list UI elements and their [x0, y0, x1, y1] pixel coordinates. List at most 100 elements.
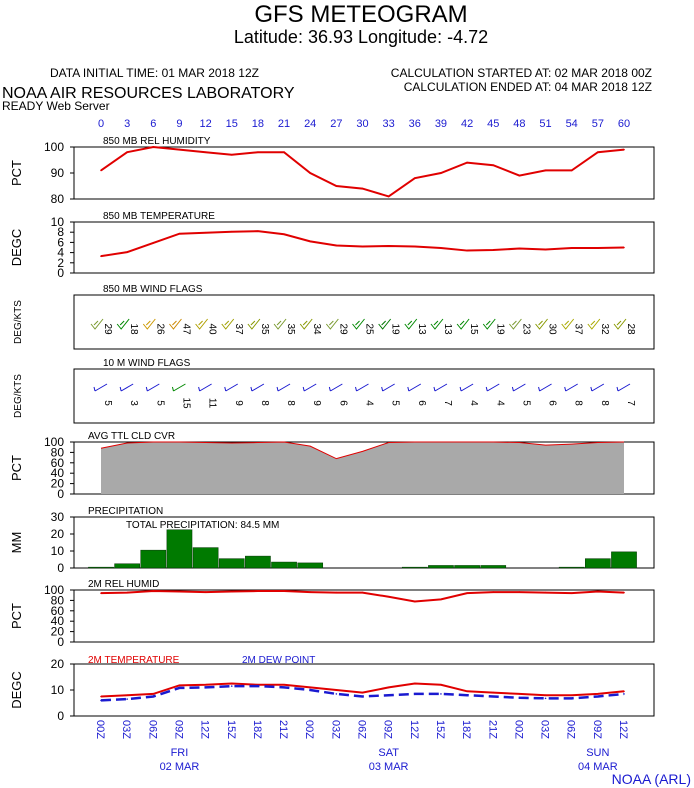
y-tick-label: 0 [57, 709, 64, 723]
utc-tick-label: 03Z [539, 720, 551, 739]
hour-tick-label: 3 [124, 118, 130, 130]
data-point [283, 684, 285, 686]
data-point [309, 240, 312, 243]
data-point [283, 686, 285, 689]
data-point [387, 245, 390, 247]
wind-barb [511, 383, 526, 392]
utc-tick-label: 12Z [617, 720, 629, 739]
data-point [492, 249, 495, 251]
y-tick-label: 80 [51, 445, 65, 459]
wind-barb [587, 318, 601, 330]
data-point [597, 247, 599, 249]
time-axis: 00Z 03Z 06Z 09Z 12Z 15Z 18Z 21Z 00Z 03Z 06Z 09Z 12Z 1… [94, 720, 629, 773]
panel-frame [73, 221, 655, 274]
data-point [126, 591, 128, 594]
precip-bar [218, 558, 245, 569]
location-line: Latitude: 36.93 Longitude: -4.72 [234, 27, 488, 47]
wind-speed-label: 19 [494, 323, 505, 335]
wind-speed-label: 35 [285, 323, 296, 335]
data-point [152, 693, 155, 695]
data-point [178, 687, 181, 689]
wind-barb [613, 318, 627, 330]
data-point [518, 697, 521, 699]
data-point [387, 195, 390, 198]
data-point [466, 690, 468, 693]
data-point [570, 169, 573, 172]
panel-title: 850 MB REL HUMIDITY [103, 136, 211, 147]
data-point [414, 245, 416, 248]
wind-barb [247, 318, 261, 330]
data-point [309, 689, 312, 691]
data-point [100, 255, 102, 257]
data-point [597, 695, 599, 698]
forecast-hour-axis: 0 3 6 9 12 15 18 21 24 27 30 33 36 39 42 45 48 51 54 57 60 [98, 118, 630, 130]
wind-barb [456, 318, 470, 330]
panel-6: MM PRECIPITATION 0 10 20 30 TOTAL PRECIPITATIO… [9, 506, 655, 575]
wind-speed-label: 6 [547, 400, 558, 406]
wind-barb [616, 383, 631, 392]
data-point [204, 591, 207, 593]
hour-tick-label: 9 [176, 118, 182, 130]
wind-barb [325, 318, 339, 330]
wind-barb [378, 318, 392, 330]
wind-barb [221, 318, 235, 330]
init-time: DATA INITIAL TIME: 01 MAR 2018 12Z [50, 66, 259, 80]
wind-speed-label: 23 [520, 323, 531, 335]
y-tick-label: 4 [57, 246, 64, 260]
y-axis-label: MM [9, 532, 24, 554]
hour-tick-label: 27 [330, 118, 342, 130]
utc-tick-label: 06Z [146, 720, 158, 739]
data-point [126, 698, 128, 700]
data-point [335, 689, 338, 691]
wind-barb [142, 318, 156, 330]
wind-barb [93, 383, 108, 392]
data-point [100, 169, 102, 172]
y-tick-label: 20 [51, 657, 65, 671]
data-point [257, 151, 259, 153]
panel-frame [73, 294, 655, 350]
data-point [126, 151, 128, 153]
data-point [204, 151, 207, 153]
y-tick-label: 100 [44, 583, 64, 597]
hour-tick-label: 18 [252, 118, 264, 130]
hour-tick-label: 36 [409, 118, 421, 130]
wind-speed-label: 37 [233, 323, 244, 335]
hour-tick-label: 6 [150, 118, 156, 130]
wind-barb [459, 383, 474, 392]
panel-frame [73, 146, 655, 200]
precip-bar [88, 566, 114, 569]
y-tick-label: 80 [51, 192, 65, 206]
date-label: 04 MAR [578, 761, 618, 773]
y-tick-label: 40 [51, 614, 65, 628]
data-point [283, 151, 285, 153]
wind-barb [485, 383, 500, 392]
utc-tick-label: 09Z [382, 720, 394, 739]
wind-barb [407, 383, 422, 392]
data-point [597, 693, 599, 695]
data-point [623, 690, 625, 693]
wind-speed-label: 5 [154, 400, 165, 406]
y-tick-label: 8 [57, 225, 64, 239]
data-point [309, 591, 312, 593]
data-point [309, 172, 312, 174]
data-point [230, 590, 233, 593]
data-point [100, 695, 102, 698]
wind-barb [90, 318, 104, 330]
wind-barb [355, 383, 369, 392]
hour-tick-label: 57 [592, 118, 604, 130]
wind-speed-label: 29 [102, 323, 113, 335]
utc-tick-label: 00Z [94, 720, 106, 739]
day-label: SUN [586, 747, 609, 759]
data-point [230, 230, 233, 233]
data-point [178, 232, 181, 235]
data-point [387, 686, 390, 689]
y-axis-label: DEG/KTS [13, 374, 24, 418]
wind-barb [169, 318, 182, 330]
data-point [335, 693, 338, 695]
data-point [204, 686, 207, 689]
wind-speed-label: 13 [416, 323, 427, 335]
wind-speed-label: 30 [547, 323, 558, 335]
data-point [361, 591, 364, 594]
